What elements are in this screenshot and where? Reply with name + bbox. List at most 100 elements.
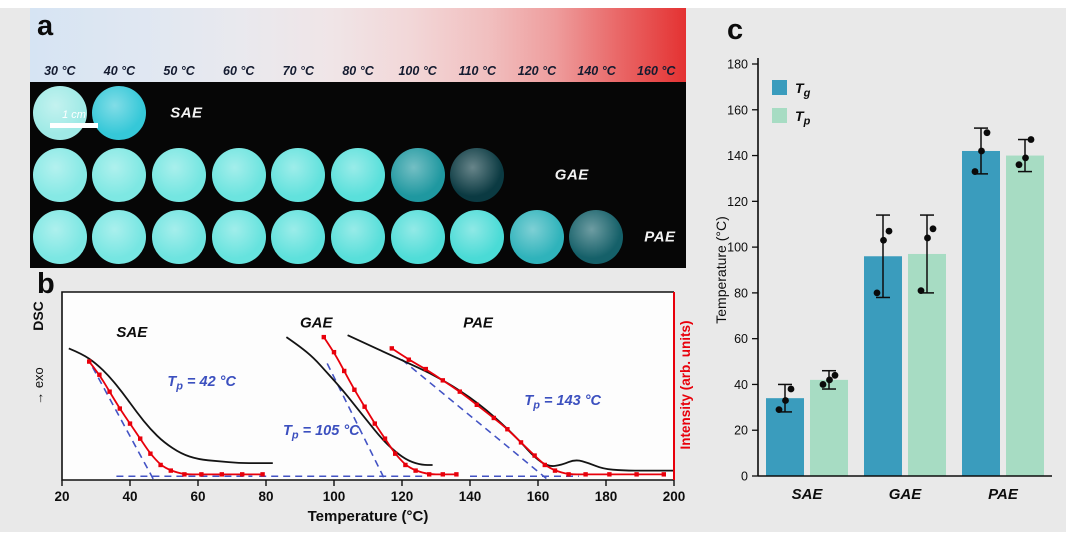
data-point <box>782 397 789 404</box>
tangent-guide <box>91 366 155 481</box>
sample-disc <box>569 210 624 264</box>
sample-disc <box>92 210 147 264</box>
series-marker <box>403 462 408 468</box>
plot-c-content: SAE GAE PAE 0 20 40 60 80 100 120 140 160 180 Tg Tp <box>727 58 1052 503</box>
data-point <box>1027 136 1035 143</box>
series-marker <box>440 378 445 383</box>
series-marker <box>97 372 102 377</box>
data-point <box>775 406 783 414</box>
disc-cell <box>447 148 507 202</box>
series-marker <box>168 468 173 473</box>
sample-label-pae: PAE <box>463 315 494 332</box>
series-marker <box>440 472 445 477</box>
sample-disc <box>450 148 505 202</box>
disc-cell <box>30 148 90 202</box>
panel-label-b: b <box>37 268 55 300</box>
tangent-guide <box>401 359 549 481</box>
sample-disc <box>509 210 564 264</box>
y-tick-label: 160 <box>727 103 748 117</box>
data-point <box>971 168 979 175</box>
x-tick-label: 80 <box>258 489 273 504</box>
series-marker <box>372 421 377 426</box>
exo-arrow-label: → exo <box>31 367 46 405</box>
disc-cell <box>388 148 448 202</box>
legend-label: Tg <box>795 80 811 100</box>
temp-label: 100 °C <box>398 64 437 78</box>
series-marker <box>158 462 163 468</box>
panel-b-dsc-plot: 20 40 60 80 100 120 140 160 180 200 SAE GAE PAE Tp = … <box>30 270 702 530</box>
y-tick-label: 140 <box>727 149 748 163</box>
series-marker <box>457 389 462 394</box>
category-label: PAE <box>988 486 1019 503</box>
sample-disc <box>390 210 445 264</box>
x-tick-label: 140 <box>459 489 482 504</box>
sample-row-label: GAE <box>554 166 589 184</box>
x-tick-label: 20 <box>54 489 69 504</box>
series-marker <box>389 346 394 351</box>
temperature-gradient-banner: 30 °C 40 °C 50 °C 60 °C 70 °C 80 °C 100 °C 110 … <box>30 8 686 82</box>
disc-cell <box>90 86 150 140</box>
x-tick-label: 200 <box>663 489 686 504</box>
sample-disc <box>32 148 87 202</box>
sample-row-sae: SAE <box>30 82 686 144</box>
disc-cell <box>567 210 627 264</box>
sample-disc <box>271 148 326 202</box>
x-tick-label: 100 <box>323 489 346 504</box>
temp-label: 120 °C <box>517 64 557 78</box>
plot-frame <box>61 291 674 481</box>
y-tick-label: 120 <box>727 195 748 209</box>
sample-disc <box>271 210 326 264</box>
sample-disc <box>152 148 207 202</box>
y-tick-label: 180 <box>727 58 748 72</box>
data-point <box>924 234 931 242</box>
data-point <box>929 225 937 233</box>
tp-annotation: Tp = 143 °C <box>524 393 601 412</box>
temp-label: 50 °C <box>163 64 195 78</box>
figure: 30 °C 40 °C 50 °C 60 °C 70 °C 80 °C 100 °C 110 … <box>0 8 1066 532</box>
temp-label: 30 °C <box>44 64 76 78</box>
intensity-axis-label: Intensity (arb. units) <box>678 320 693 449</box>
dsc-axis-label: DSC <box>30 301 46 331</box>
sample-label-sae: SAE <box>116 324 148 341</box>
series-marker <box>532 453 537 458</box>
x-tick-label: 40 <box>122 489 137 504</box>
series-marker <box>474 402 479 407</box>
series-marker <box>552 468 558 473</box>
disc-cell <box>209 148 269 202</box>
series-marker <box>127 421 133 426</box>
series-marker <box>661 472 666 477</box>
sample-row-label: PAE <box>644 228 676 246</box>
sample-row-pae: PAE <box>30 206 686 268</box>
data-point <box>978 147 985 155</box>
sample-disc <box>330 148 385 202</box>
disc-cell <box>30 86 90 140</box>
disc-cell <box>447 210 507 264</box>
sample-row-label: SAE <box>170 104 203 122</box>
data-point <box>885 227 893 235</box>
series-marker <box>393 451 398 456</box>
panel-a-photo: 30 °C 40 °C 50 °C 60 °C 70 °C 80 °C 100 °C 110 … <box>30 8 686 268</box>
x-tick-label: 180 <box>595 489 618 504</box>
y-tick-label: 20 <box>734 424 748 438</box>
bar-sae-tp <box>810 379 848 476</box>
temp-label: 140 °C <box>577 64 616 78</box>
series-marker <box>138 436 143 441</box>
sample-row-gae: GAE <box>30 144 686 206</box>
sample-photo-area: SAE GAE PAE 1 cm <box>30 82 686 268</box>
tp-annotation: Tp = 42 °C <box>167 374 236 393</box>
panel-label-c: c <box>727 14 744 46</box>
series-marker <box>542 462 547 468</box>
series-marker <box>182 472 187 477</box>
bar-chart: Temperature (°C) SAE GAE PAE 0 20 40 60 80 100 12… <box>713 58 1052 503</box>
xaxis-title: Temperature (°C) <box>308 508 429 525</box>
data-point <box>1022 154 1029 162</box>
category-label: GAE <box>889 486 923 503</box>
legend-label: Tp <box>795 108 811 128</box>
series-marker <box>117 406 122 411</box>
disc-cell <box>90 148 150 202</box>
series-marker <box>607 472 612 477</box>
series-marker <box>240 472 245 477</box>
series-marker <box>454 472 459 477</box>
sample-disc <box>211 210 266 264</box>
temp-label: 70 °C <box>282 64 315 78</box>
